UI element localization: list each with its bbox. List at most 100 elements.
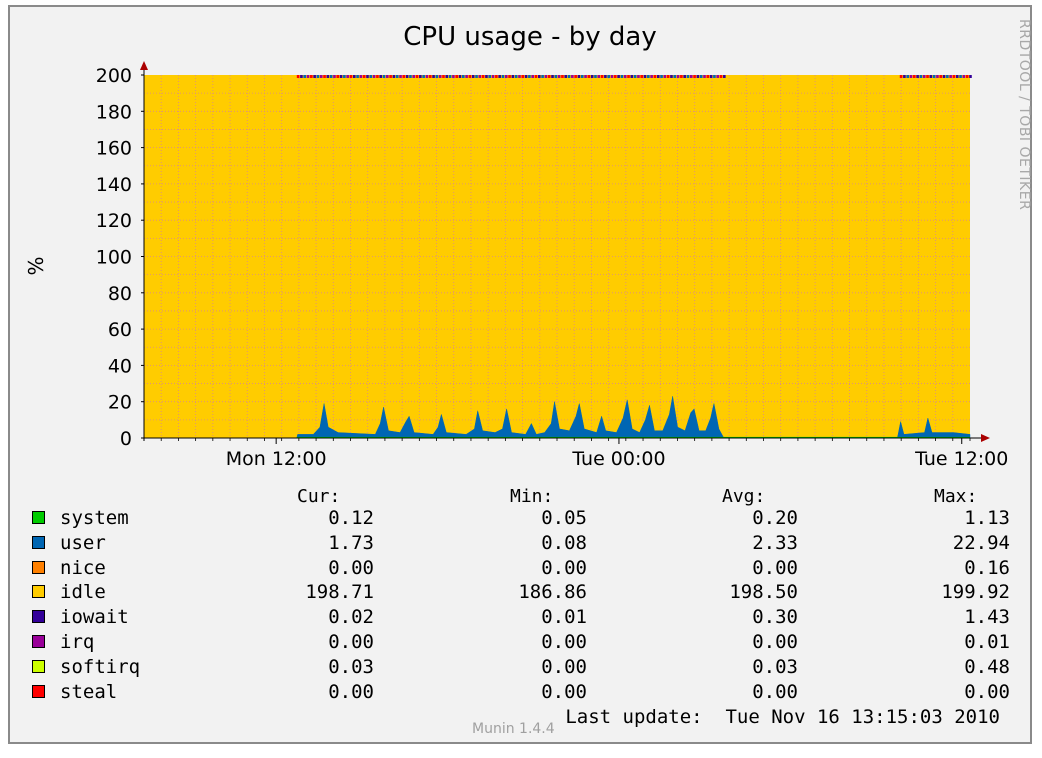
top-band-mark	[458, 75, 462, 78]
top-band-mark	[419, 75, 422, 78]
top-band-mark	[339, 75, 343, 78]
legend-swatch	[32, 560, 45, 574]
top-band-mark	[534, 75, 538, 78]
tick-labels: 0 20 40 60 80 100 120 140 160 180 200 Mon 12:00 Tue …	[96, 65, 1009, 470]
top-band-mark	[475, 75, 478, 78]
top-band-mark	[488, 75, 492, 78]
top-band-mark	[699, 75, 703, 78]
top-band-mark	[425, 75, 429, 78]
legend-value-cur: 0.02	[328, 606, 374, 629]
top-band-mark	[949, 75, 952, 78]
y-tick-label: 180	[96, 101, 132, 123]
top-band-mark	[689, 75, 693, 78]
top-band-mark	[346, 75, 349, 78]
top-band-mark	[620, 75, 624, 78]
legend-swatch	[32, 659, 45, 673]
top-band-mark	[633, 75, 637, 78]
top-band-mark	[504, 75, 508, 78]
top-band-mark	[303, 75, 307, 78]
axes	[140, 61, 990, 444]
legend-value-cur: 0.12	[328, 507, 374, 529]
y-tick-label: 20	[108, 392, 132, 414]
legend-swatch	[32, 511, 45, 524]
legend-series-name: iowait	[60, 606, 129, 629]
top-band-mark	[903, 75, 906, 78]
top-band-mark	[919, 75, 923, 78]
top-band-mark	[627, 75, 630, 78]
legend-value-min: 0.05	[541, 507, 587, 529]
top-band-mark	[465, 75, 468, 78]
y-tick-label: 40	[108, 355, 132, 377]
y-tick-label: 160	[96, 138, 132, 160]
top-band-mark	[955, 75, 959, 78]
top-band-mark	[310, 75, 313, 78]
top-band-mark	[713, 75, 716, 78]
top-band-mark	[660, 75, 663, 78]
top-band-mark	[481, 75, 485, 78]
top-band-mark	[329, 75, 333, 78]
top-band-mark	[594, 75, 597, 78]
top-band-mark	[544, 75, 548, 78]
top-band-mark	[349, 75, 353, 78]
top-band-mark	[587, 75, 591, 78]
legend-value-avg: 0.00	[752, 556, 798, 579]
top-band-mark	[607, 75, 610, 78]
top-band-mark	[567, 75, 571, 78]
top-band-mark	[942, 75, 946, 78]
legend-value-max: 0.00	[964, 680, 1010, 703]
top-band-mark	[323, 75, 326, 78]
legend-series-name: steal	[60, 680, 118, 703]
top-band-mark	[670, 75, 673, 78]
legend-swatch	[32, 610, 45, 624]
top-band-mark	[617, 75, 620, 78]
top-band-mark	[574, 75, 577, 78]
legend-swatch	[32, 635, 45, 648]
top-band-mark	[468, 75, 472, 78]
top-band-mark	[300, 75, 303, 78]
top-band-mark	[386, 75, 389, 78]
top-band-mark	[352, 75, 356, 78]
top-band-mark	[613, 75, 617, 78]
legend-value-max: 22.94	[952, 531, 1010, 554]
top-band-mark	[680, 75, 683, 78]
top-band-mark	[922, 75, 926, 78]
y-tick-label: 140	[96, 174, 132, 196]
legend-value-avg: 0.20	[752, 507, 798, 529]
legend-value-max: 1.43	[964, 606, 1010, 629]
top-band-mark	[630, 75, 634, 78]
top-band-mark	[452, 75, 455, 78]
top-band-mark	[485, 75, 488, 78]
top-band-mark	[932, 75, 936, 78]
top-band-mark	[939, 75, 943, 78]
top-band-mark	[571, 75, 574, 78]
top-band-mark	[379, 75, 383, 78]
top-band-mark	[356, 75, 359, 78]
top-band-mark	[415, 75, 419, 78]
top-band-mark	[514, 75, 518, 78]
top-band-mark	[554, 75, 558, 78]
top-band-mark	[495, 75, 498, 78]
top-band-mark	[405, 75, 409, 78]
top-band-mark	[564, 75, 568, 78]
legend-value-max: 0.16	[964, 556, 1010, 579]
legend-value-cur: 198.71	[305, 581, 374, 604]
top-band-mark	[916, 75, 919, 78]
top-band-mark	[518, 75, 521, 78]
y-tick-label: 120	[96, 210, 132, 232]
legend-value-min: 0.00	[541, 680, 587, 703]
top-band-mark	[643, 75, 647, 78]
top-band-mark	[703, 75, 706, 78]
top-band-mark	[491, 75, 495, 78]
top-band-mark	[666, 75, 670, 78]
legend-value-min: 0.08	[541, 531, 587, 554]
top-band-mark	[696, 75, 700, 78]
top-band-mark	[706, 75, 710, 78]
top-band-mark	[432, 75, 435, 78]
top-band-mark	[511, 75, 515, 78]
top-band-mark	[402, 75, 406, 78]
top-band-mark	[369, 75, 373, 78]
y-tick-label: 60	[108, 319, 132, 341]
legend-value-min: 0.01	[541, 606, 587, 629]
legend-header-min: Min:	[510, 486, 554, 507]
legend-swatch	[32, 535, 45, 549]
